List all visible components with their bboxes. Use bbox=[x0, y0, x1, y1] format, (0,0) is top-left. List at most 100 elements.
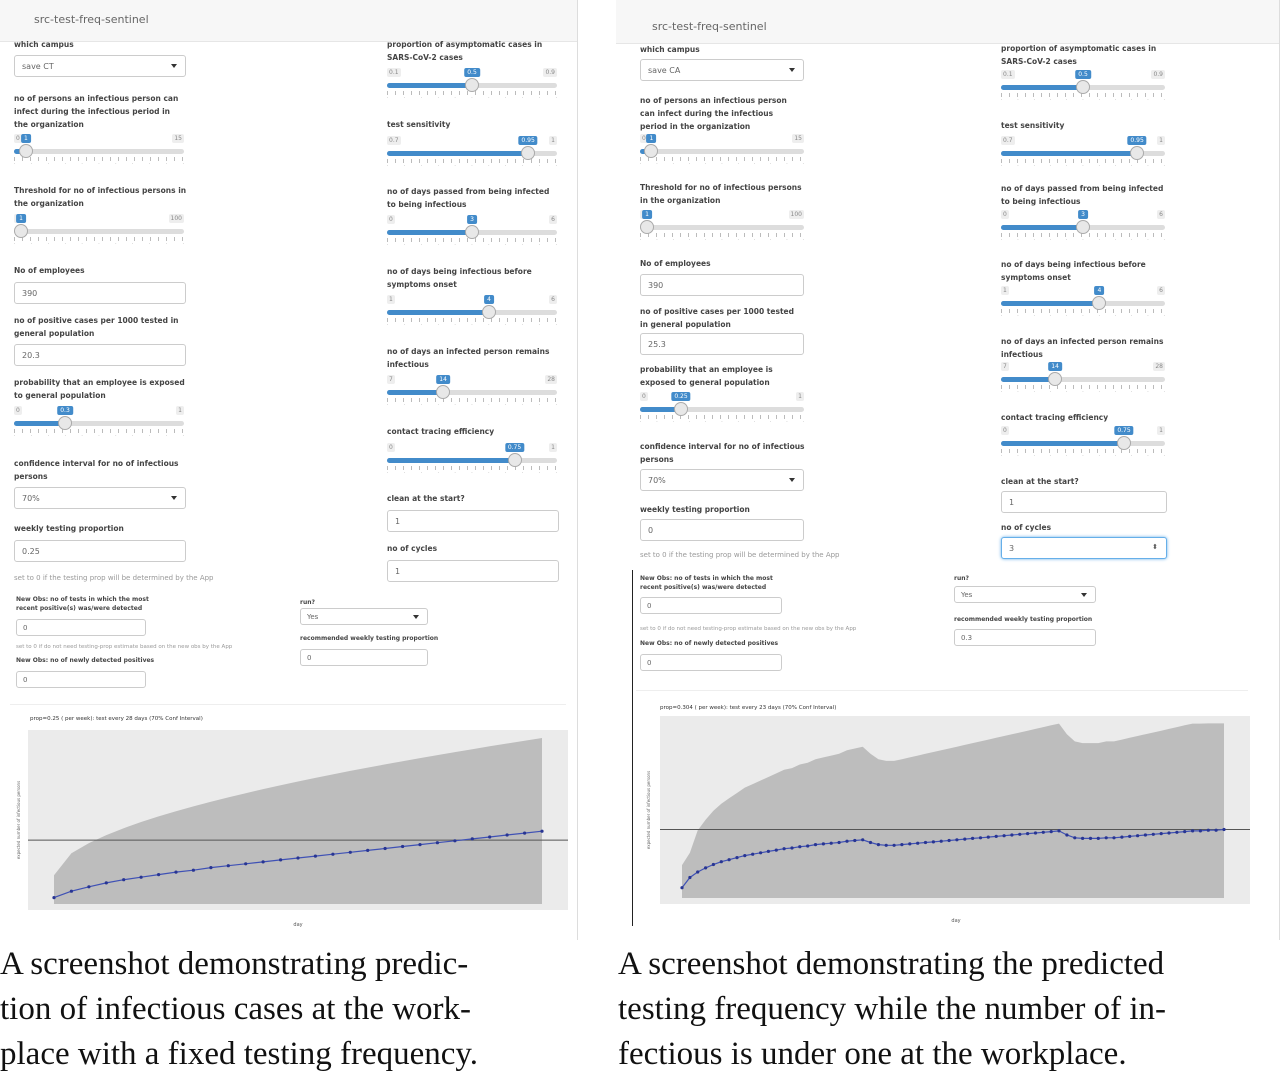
weekly-prop-input[interactable]: 0 bbox=[640, 519, 804, 541]
app-title: src-test-freq-sentinel bbox=[34, 13, 149, 26]
days-remains-slider[interactable]: · · · · · · · · · · · 7 28 14 bbox=[387, 375, 557, 409]
employees-input[interactable]: 390 bbox=[640, 274, 804, 296]
slider-grid-label: · bbox=[1033, 98, 1035, 103]
tracing-slider[interactable]: · · · · · · · · · · · 0 1 0.75 bbox=[387, 443, 557, 477]
slider-grid-label: · bbox=[1098, 454, 1100, 459]
infect-count-slider[interactable]: · · · · · · · · · · · 0 15 1 bbox=[14, 134, 184, 168]
campus-select[interactable]: save CA bbox=[640, 59, 804, 81]
data-point bbox=[540, 829, 544, 833]
employees-input[interactable]: 390 bbox=[14, 282, 186, 304]
cycles-input[interactable]: 1 bbox=[387, 560, 559, 582]
data-point bbox=[383, 846, 387, 851]
slider-handle[interactable] bbox=[1076, 220, 1090, 234]
days-to-infectious-slider[interactable]: · · · · · · · · · · · 0 6 3 bbox=[1001, 210, 1165, 244]
infect-count-slider[interactable]: · · · · · · · · · · · 0 15 1 bbox=[640, 134, 804, 168]
threshold-slider[interactable]: ···········11001 bbox=[640, 210, 804, 244]
slider-handle[interactable] bbox=[58, 416, 72, 430]
slider-handle[interactable] bbox=[465, 78, 479, 92]
new-obs-help: set to 0 if do not need testing-prop est… bbox=[16, 644, 233, 650]
data-point bbox=[916, 841, 920, 845]
days-before-onset-label: no of days being infectious before sympt… bbox=[1001, 260, 1146, 282]
slider-handle[interactable] bbox=[674, 402, 688, 416]
run-select[interactable]: Yes bbox=[300, 608, 428, 625]
data-point bbox=[1002, 834, 1006, 838]
ci-select[interactable]: 70% bbox=[640, 469, 804, 491]
days-remains-slider[interactable]: · · · · · · · · · · · 7 28 14 bbox=[1001, 362, 1165, 396]
sensitivity-slider[interactable]: · · · · · · · · · · · 0.7 1 0.95 bbox=[1001, 136, 1165, 170]
run-select[interactable]: Yes bbox=[954, 586, 1096, 603]
slider-grid-label: · bbox=[1066, 314, 1068, 319]
data-point bbox=[743, 854, 747, 858]
slider-handle[interactable] bbox=[482, 305, 496, 319]
slider-handle[interactable] bbox=[18, 144, 33, 158]
clean-start-input[interactable]: 1 bbox=[1001, 491, 1167, 513]
data-point bbox=[226, 864, 230, 868]
data-point bbox=[523, 831, 527, 835]
slider-handle[interactable] bbox=[1092, 296, 1107, 310]
data-point bbox=[1112, 836, 1116, 840]
data-point bbox=[174, 870, 178, 874]
slider-grid-label: · bbox=[115, 434, 117, 439]
slider-handle[interactable] bbox=[1130, 146, 1145, 160]
slider-handle[interactable] bbox=[644, 144, 659, 158]
new-obs-input[interactable]: 0 bbox=[640, 597, 782, 614]
exposure-prob-slider[interactable]: · · · · · · · · · · · 0 1 0.3 bbox=[14, 406, 184, 440]
infectious-forecast-chart: expected number of infectious persons da… bbox=[646, 716, 1250, 924]
new-positives-input[interactable]: 0 bbox=[16, 671, 146, 688]
clean-start-label: clean at the start? bbox=[387, 494, 465, 503]
new-obs-input[interactable]: 0 bbox=[16, 619, 146, 636]
slider-grid-label: · bbox=[14, 434, 16, 439]
recommended-prop-output: 0 bbox=[300, 649, 428, 666]
data-point bbox=[798, 845, 802, 849]
positive-cases-input[interactable]: 25.3 bbox=[640, 333, 804, 355]
slider-grid-label: · bbox=[403, 164, 406, 169]
cycles-input[interactable]: 3 ⬍ bbox=[1001, 537, 1167, 559]
slider-grid-label: · bbox=[387, 403, 389, 408]
slider-handle[interactable] bbox=[14, 224, 28, 238]
slider-track bbox=[640, 225, 804, 230]
tracing-slider[interactable]: · · · · · · · · · · · 0 1 0.75 bbox=[1001, 426, 1165, 460]
new-positives-input[interactable]: 0 bbox=[640, 654, 782, 671]
slider-max: 0.9 bbox=[1151, 70, 1165, 79]
slider-value: 1 bbox=[642, 210, 652, 219]
app-header bbox=[0, 0, 577, 42]
positive-cases-input[interactable]: 20.3 bbox=[14, 344, 186, 366]
slider-handle[interactable] bbox=[465, 225, 479, 239]
days-before-onset-slider[interactable]: · · · · · · · · · · · 1 6 4 bbox=[387, 295, 557, 329]
slider-handle[interactable] bbox=[436, 385, 451, 399]
campus-label: which campus bbox=[14, 40, 74, 49]
slider-handle[interactable] bbox=[1117, 436, 1131, 450]
slider-handle[interactable] bbox=[1076, 80, 1090, 94]
slider-ticks bbox=[1001, 233, 1165, 237]
asymptomatic-slider[interactable]: · · · · · · · · · · · 0.1 0.9 0.5 bbox=[387, 68, 557, 102]
slider-handle[interactable] bbox=[1048, 372, 1063, 386]
clean-start-input[interactable]: 1 bbox=[387, 510, 559, 532]
slider-grid-label: · bbox=[471, 471, 473, 476]
slider-grid-label: · bbox=[420, 164, 423, 169]
slider-grid-label: · bbox=[1049, 164, 1052, 169]
asymptomatic-slider[interactable]: · · · · · · · · · · · 0.1 0.9 0.5 bbox=[1001, 70, 1165, 104]
days-to-infectious-slider[interactable]: · · · · · · · · · · · 0 6 3 bbox=[387, 215, 557, 249]
days-before-onset-slider[interactable]: · · · · · · · · · · · 1 6 4 bbox=[1001, 286, 1165, 320]
slider-value: 1 bbox=[20, 134, 31, 143]
threshold-slider[interactable]: ···········11001 bbox=[14, 214, 184, 248]
weekly-prop-input[interactable]: 0.25 bbox=[14, 540, 186, 562]
slider-handle[interactable] bbox=[521, 146, 536, 160]
campus-select[interactable]: save CT bbox=[14, 55, 186, 77]
exposure-prob-slider[interactable]: · · · · · · · · · · · 0 1 0.25 bbox=[640, 392, 804, 426]
x-axis-label: day bbox=[293, 922, 302, 928]
slider-grid-label: · bbox=[1163, 98, 1165, 103]
slider-handle[interactable] bbox=[507, 453, 522, 467]
caption-line: A screenshot demonstrating the predicted bbox=[618, 946, 1165, 982]
slider-grid-label: · bbox=[148, 242, 151, 247]
data-point bbox=[488, 835, 492, 839]
new-positives-label: New Obs: no of newly detected positives bbox=[16, 657, 155, 664]
slider-handle[interactable] bbox=[640, 220, 654, 234]
slider-grid-label: · bbox=[403, 96, 406, 101]
data-point bbox=[790, 846, 794, 850]
days-before-onset-label: no of days being infectious before sympt… bbox=[387, 267, 532, 289]
sensitivity-slider[interactable]: · · · · · · · · · · · 0.7 1 0.95 bbox=[387, 136, 557, 170]
slider-grid: · · · · · · · · · · · bbox=[640, 162, 804, 168]
slider-grid-label: · bbox=[504, 323, 507, 328]
ci-select[interactable]: 70% bbox=[14, 487, 186, 509]
